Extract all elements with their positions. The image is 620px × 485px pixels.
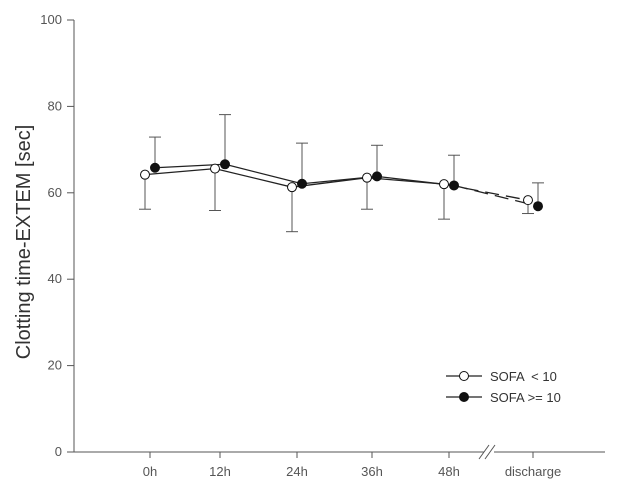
data-point: [372, 171, 382, 182]
data-point: [297, 178, 307, 189]
data-point: [287, 182, 297, 193]
x-tick-label: discharge: [505, 464, 561, 479]
legend-label: SOFA >= 10: [490, 390, 561, 405]
data-point: [439, 179, 449, 190]
data-point: [523, 195, 533, 206]
data-point: [362, 172, 372, 183]
x-tick-label: 48h: [438, 464, 460, 479]
x-tick-label: 0h: [143, 464, 157, 479]
y-tick-label: 100: [40, 12, 62, 27]
data-point: [150, 162, 160, 173]
data-point: [220, 159, 230, 170]
x-tick-label: 36h: [361, 464, 383, 479]
series-line-broken-segment: [443, 183, 529, 201]
data-point: [140, 169, 150, 180]
data-points: [140, 159, 543, 212]
y-tick-label: 0: [55, 444, 62, 459]
y-tick-label: 60: [48, 185, 62, 200]
data-point: [210, 163, 220, 174]
x-tick-label: 24h: [286, 464, 308, 479]
y-tick-label: 40: [48, 271, 62, 286]
error-bars: [139, 114, 544, 233]
y-axis-label: Clotting time-EXTEM [sec]: [13, 125, 35, 360]
legend: SOFA < 10 SOFA >= 10: [446, 369, 561, 405]
axes: [73, 20, 605, 460]
x-ticks: 0h 12h 24h 36h 48h discharge: [143, 452, 561, 479]
legend-marker: [459, 371, 469, 381]
y-tick-label: 80: [48, 98, 62, 113]
legend-label: SOFA < 10: [490, 369, 557, 384]
y-ticks: 0 20 40 60 80 100: [40, 12, 74, 459]
x-tick-label: 12h: [209, 464, 231, 479]
series-lines: [144, 163, 539, 207]
axis-break-mark: [478, 444, 496, 460]
axis-break-slash: [484, 444, 496, 460]
data-point: [533, 201, 543, 212]
data-point: [449, 180, 459, 191]
y-tick-label: 20: [48, 358, 62, 373]
axis-break-slash: [478, 444, 490, 460]
legend-marker: [459, 392, 469, 402]
